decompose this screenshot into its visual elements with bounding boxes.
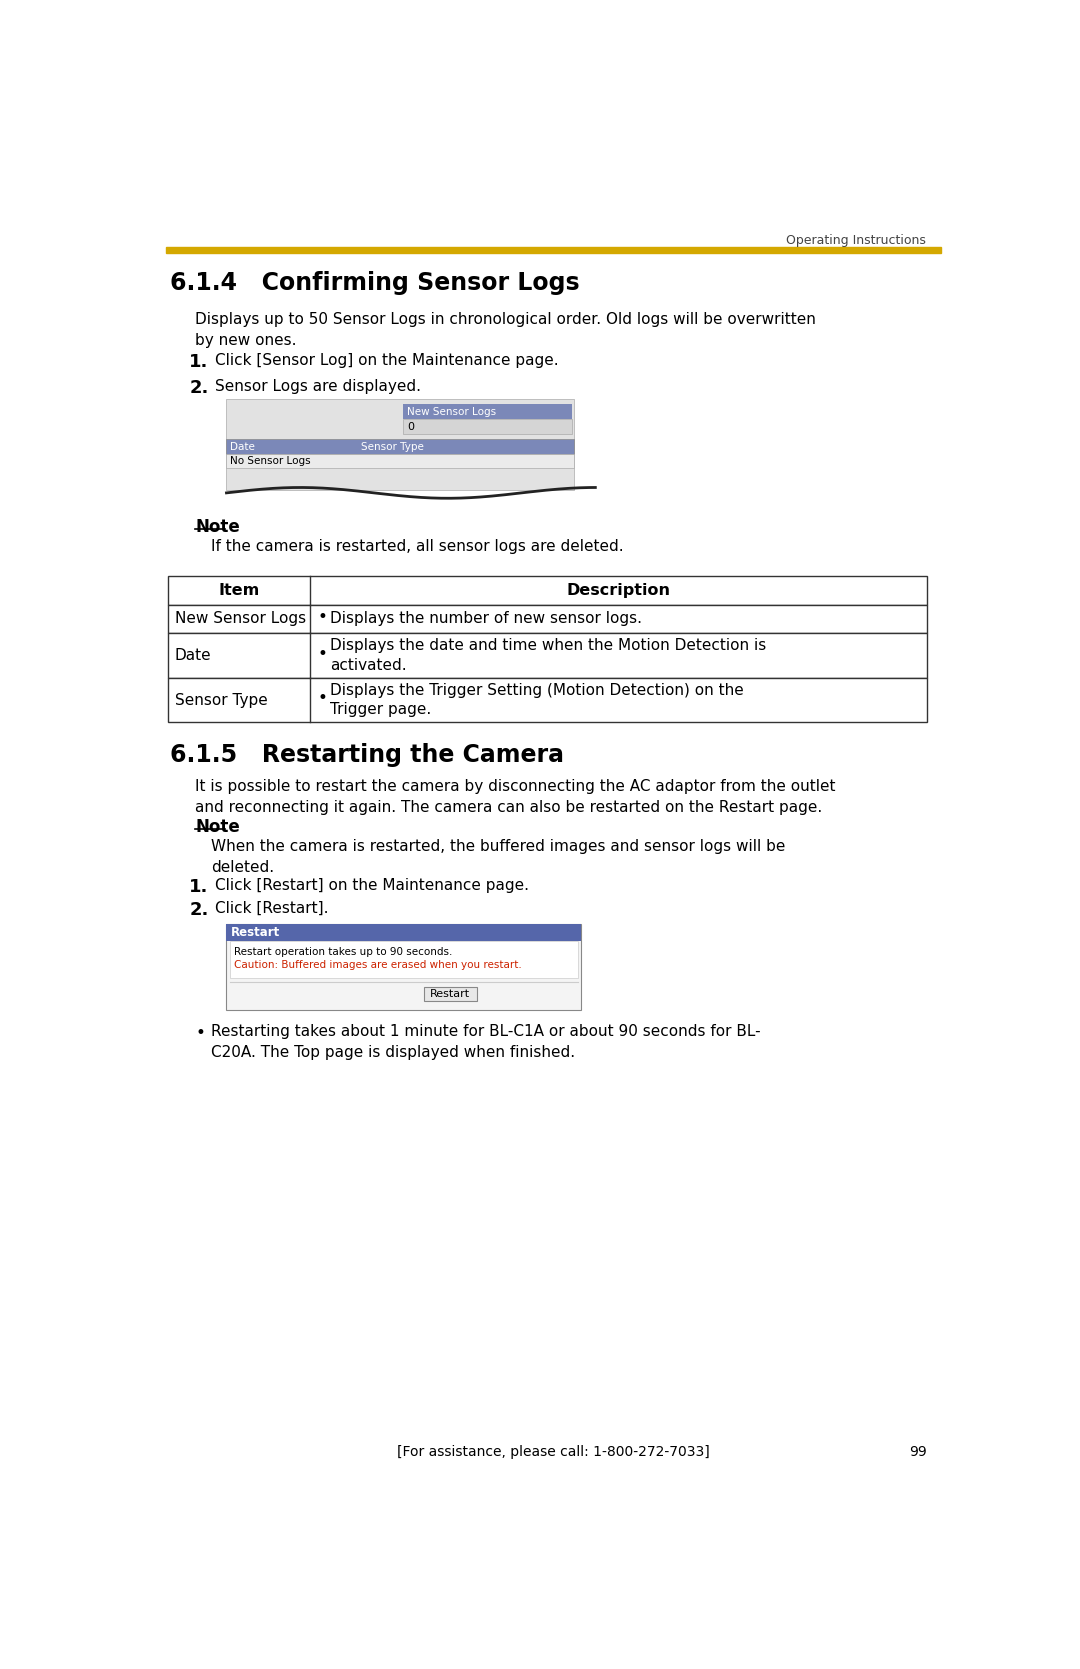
Text: Click [Sensor Log] on the Maintenance page.: Click [Sensor Log] on the Maintenance pa…: [215, 352, 558, 367]
Text: •: •: [318, 644, 327, 663]
Bar: [168, 633, 927, 678]
Text: [For assistance, please call: 1-800-272-7033]: [For assistance, please call: 1-800-272-…: [397, 1445, 710, 1459]
Text: It is possible to restart the camera by disconnecting the AC adaptor from the ou: It is possible to restart the camera by …: [195, 779, 836, 816]
Text: If the camera is restarted, all sensor logs are deleted.: If the camera is restarted, all sensor l…: [211, 539, 623, 554]
Text: 6.1.4   Confirming Sensor Logs: 6.1.4 Confirming Sensor Logs: [170, 272, 580, 295]
Text: 1.: 1.: [189, 352, 208, 371]
Text: Displays the date and time when the Motion Detection is
activated.: Displays the date and time when the Moti…: [330, 638, 767, 673]
Bar: [168, 576, 927, 604]
Text: 2.: 2.: [189, 901, 208, 920]
Text: New Sensor Logs: New Sensor Logs: [407, 407, 496, 417]
Bar: [227, 399, 573, 489]
Bar: [424, 988, 476, 1001]
Text: •: •: [318, 608, 327, 626]
Text: Restart: Restart: [430, 990, 471, 1000]
Text: 0: 0: [407, 422, 414, 432]
Text: Note: Note: [195, 517, 240, 536]
Bar: [166, 247, 941, 252]
Bar: [230, 941, 578, 978]
Text: •: •: [195, 1025, 205, 1041]
Text: Caution: Buffered images are erased when you restart.: Caution: Buffered images are erased when…: [234, 960, 522, 970]
Bar: [227, 439, 573, 454]
Text: Date: Date: [230, 442, 255, 452]
Text: 1.: 1.: [189, 878, 208, 896]
Text: Click [Restart] on the Maintenance page.: Click [Restart] on the Maintenance page.: [215, 878, 529, 893]
Text: Operating Instructions: Operating Instructions: [785, 234, 926, 247]
Text: Restart: Restart: [231, 926, 281, 940]
Text: Item: Item: [218, 582, 260, 598]
Bar: [403, 419, 572, 434]
Text: 2.: 2.: [189, 379, 208, 397]
Text: 6.1.5   Restarting the Camera: 6.1.5 Restarting the Camera: [170, 743, 564, 766]
Text: Restart operation takes up to 90 seconds.: Restart operation takes up to 90 seconds…: [234, 948, 453, 958]
Text: •: •: [318, 689, 327, 708]
Bar: [168, 678, 927, 723]
Bar: [403, 404, 572, 419]
Bar: [227, 454, 573, 469]
Text: Description: Description: [567, 582, 671, 598]
Text: Sensor Type: Sensor Type: [175, 693, 267, 708]
Text: Click [Restart].: Click [Restart].: [215, 901, 328, 916]
Bar: [227, 925, 581, 1010]
Text: No Sensor Logs: No Sensor Logs: [230, 456, 311, 466]
Text: Date: Date: [175, 648, 212, 663]
Text: Displays the number of new sensor logs.: Displays the number of new sensor logs.: [330, 611, 643, 626]
Bar: [168, 604, 927, 633]
Text: Displays the Trigger Setting (Motion Detection) on the
Trigger page.: Displays the Trigger Setting (Motion Det…: [330, 683, 744, 718]
Bar: [227, 925, 581, 941]
Text: Note: Note: [195, 818, 240, 836]
Text: Restarting takes about 1 minute for BL-C1A or about 90 seconds for BL-
C20A. The: Restarting takes about 1 minute for BL-C…: [211, 1025, 760, 1060]
Text: Sensor Type: Sensor Type: [361, 442, 423, 452]
Text: New Sensor Logs: New Sensor Logs: [175, 611, 306, 626]
Text: 99: 99: [909, 1445, 927, 1459]
Text: Sensor Logs are displayed.: Sensor Logs are displayed.: [215, 379, 421, 394]
Text: Displays up to 50 Sensor Logs in chronological order. Old logs will be overwritt: Displays up to 50 Sensor Logs in chronol…: [195, 312, 816, 347]
Text: When the camera is restarted, the buffered images and sensor logs will be
delete: When the camera is restarted, the buffer…: [211, 840, 785, 875]
